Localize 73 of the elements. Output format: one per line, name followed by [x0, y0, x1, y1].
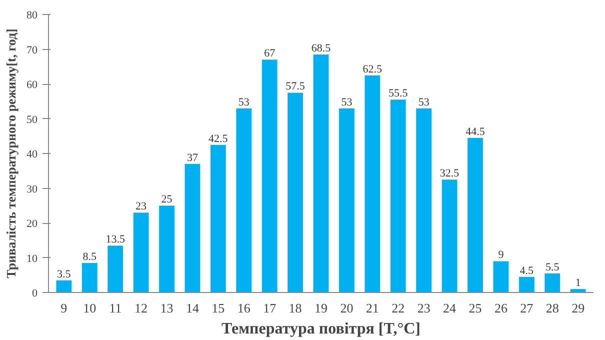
y-tick-label: 10 — [26, 252, 38, 265]
data-label: 53 — [418, 96, 430, 108]
x-tick-label: 28 — [546, 300, 559, 316]
x-tick-label: 22 — [392, 300, 405, 316]
data-label: 53 — [238, 96, 250, 108]
y-tick-label: 70 — [26, 44, 38, 56]
bar — [544, 273, 560, 292]
bar — [338, 108, 354, 292]
data-label: 9 — [498, 249, 504, 262]
x-axis-title: Температура повітря [T,°C] — [221, 320, 421, 338]
bar — [236, 108, 252, 292]
bar — [108, 246, 124, 292]
bar — [288, 92, 304, 292]
x-tick-label: 23 — [417, 300, 430, 316]
x-tick-label: 16 — [237, 300, 251, 316]
data-label: 5.5 — [545, 261, 560, 274]
y-axis-title: Тривалість температурного режиму[t, год] — [4, 28, 18, 278]
y-tick-label: 50 — [26, 114, 38, 126]
data-label: 42.5 — [208, 132, 228, 145]
bar — [416, 108, 432, 292]
data-label: 55.5 — [388, 88, 408, 100]
bar — [442, 180, 458, 292]
bar — [493, 261, 509, 292]
data-label: 25 — [161, 194, 173, 206]
bar — [364, 75, 380, 292]
data-label: 37 — [186, 152, 198, 164]
bar — [313, 54, 329, 292]
x-tick-label: 27 — [520, 300, 534, 316]
bar — [184, 164, 200, 292]
x-tick-label: 20 — [340, 300, 354, 316]
data-label: 53 — [341, 96, 353, 108]
bar — [468, 138, 483, 292]
data-label: 62.5 — [362, 63, 383, 76]
data-label: 68.5 — [311, 42, 332, 54]
data-label: 32.5 — [440, 168, 460, 180]
y-tick-label: 80 — [26, 10, 38, 22]
x-tick-label: 21 — [366, 300, 379, 316]
data-label: 44.5 — [466, 126, 486, 138]
bar — [56, 280, 72, 292]
data-label: 8.5 — [82, 250, 98, 263]
bar — [518, 276, 534, 292]
bar — [159, 206, 174, 292]
x-tick-label: 14 — [186, 300, 200, 316]
x-tick-label: 15 — [212, 300, 225, 316]
data-label: 57.5 — [286, 80, 306, 93]
data-label: 3.5 — [57, 268, 72, 280]
bar — [82, 262, 98, 292]
bar — [262, 60, 278, 292]
x-tick-label: 18 — [288, 300, 302, 316]
x-tick-label: 11 — [109, 300, 122, 316]
x-tick-label: 12 — [134, 300, 148, 316]
data-label: 13.5 — [106, 234, 126, 246]
y-tick-label: 60 — [26, 79, 38, 91]
y-tick-label: 30 — [26, 183, 38, 196]
x-tick-label: 25 — [468, 300, 482, 316]
x-tick-label: 9 — [60, 300, 68, 316]
data-label: 1 — [575, 277, 581, 290]
x-tick-label: 26 — [494, 300, 508, 316]
y-tick-label: 40 — [26, 148, 38, 160]
x-tick-label: 10 — [83, 300, 96, 316]
bar — [390, 100, 406, 292]
x-tick-label: 19 — [314, 300, 328, 316]
bar — [133, 212, 149, 292]
x-tick-label: 17 — [263, 300, 277, 316]
x-tick-label: 24 — [443, 300, 457, 316]
data-label: 4.5 — [520, 264, 534, 277]
x-tick-label: 13 — [160, 300, 174, 316]
x-tick-label: 29 — [572, 300, 585, 316]
bar — [210, 144, 226, 292]
y-tick-label: 0 — [32, 288, 38, 300]
data-label: 67 — [264, 48, 276, 60]
y-tick-label: 20 — [26, 218, 38, 230]
data-label: 23 — [136, 200, 148, 213]
